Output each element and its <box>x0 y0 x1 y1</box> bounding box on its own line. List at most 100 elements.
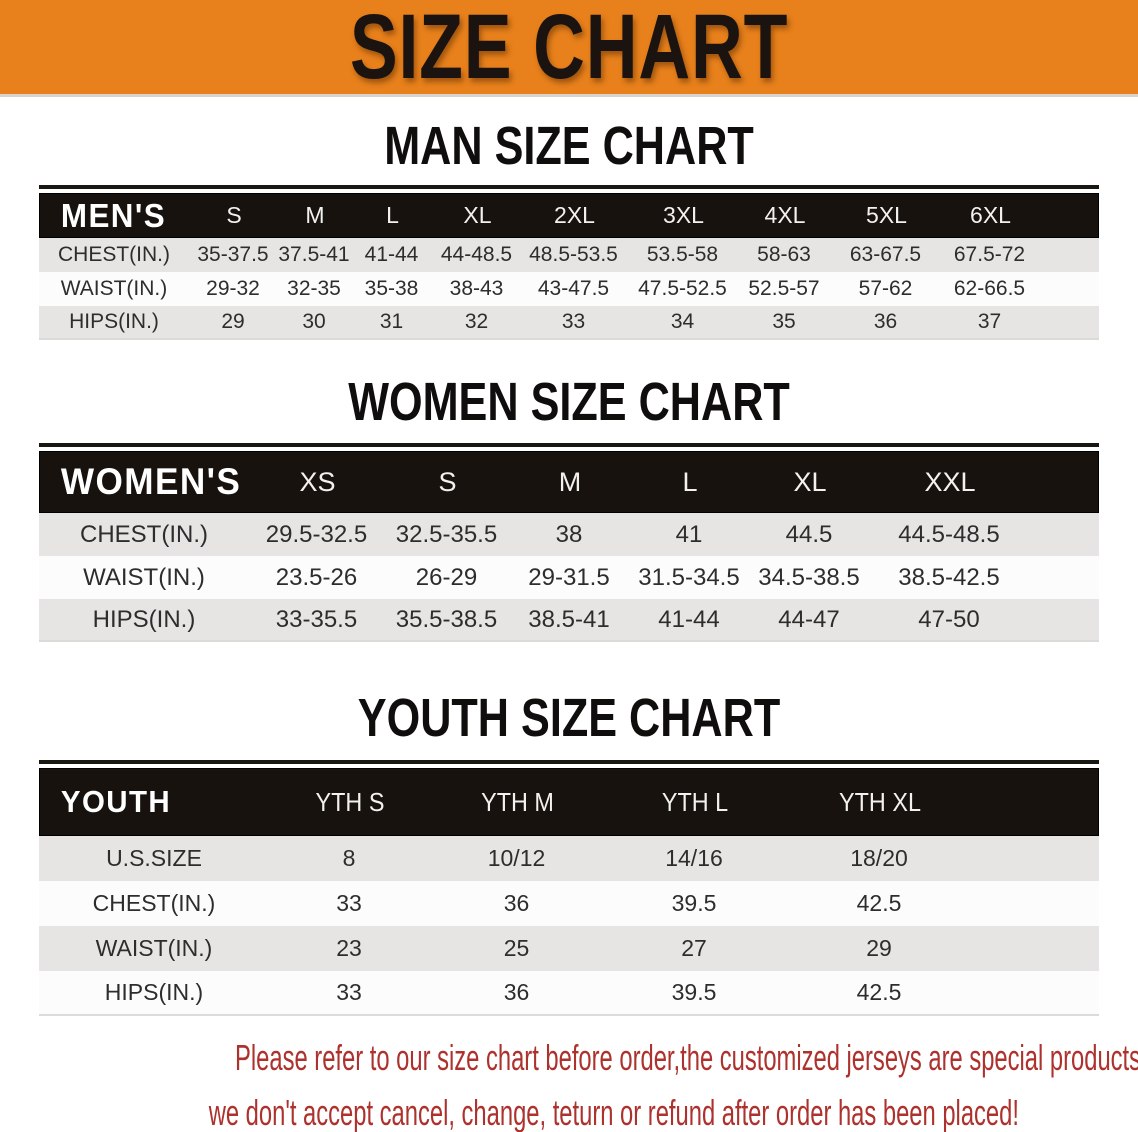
column-header: XS <box>299 466 336 497</box>
size-value: 29-31.5 <box>528 563 610 591</box>
row-label: WAIST(IN.) <box>60 277 168 300</box>
footer-line-1-wrap: Please refer to our size chart before or… <box>0 1034 1138 1089</box>
table-header-label: YOUTH <box>60 784 172 819</box>
size-value: 14/16 <box>665 845 723 871</box>
column-header: 6XL <box>970 202 1011 228</box>
row-label: CHEST(IN.) <box>92 890 216 916</box>
size-value: 39.5 <box>671 890 717 916</box>
table-header-row: YOUTH YTH S YTH M YTH L YTH XL <box>39 768 1099 836</box>
size-value: 32.5-35.5 <box>395 520 498 548</box>
column-header: L <box>386 202 399 228</box>
row-label: CHEST(IN.) <box>58 243 170 266</box>
column-header: M <box>305 202 325 228</box>
row-label: U.S.SIZE <box>106 845 202 871</box>
size-value: 8 <box>342 845 356 871</box>
table-row: CHEST(IN.) 35-37.5 37.5-41 41-44 44-48.5 48.5… <box>39 238 1099 272</box>
size-value: 29 <box>866 935 892 961</box>
section-men: MAN SIZE CHART MEN'S S M L XL 2XL 3XL 4XL 5XL 6XL… <box>0 116 1138 340</box>
size-value: 44-48.5 <box>440 243 513 266</box>
size-value: 29 <box>221 310 245 333</box>
size-value: 44.5-48.5 <box>898 520 1000 548</box>
column-header: S <box>226 202 242 228</box>
table-row: CHEST(IN.) 29.5-32.5 32.5-35.5 38 41 44.5 44.5… <box>39 513 1099 556</box>
footer-note: Please refer to our size chart before or… <box>0 1034 1138 1132</box>
size-value: 41 <box>675 520 703 548</box>
size-value: 38-43 <box>449 277 504 300</box>
table-row: HIPS(IN.) 33-35.5 35.5-38.5 38.5-41 41-44 44-… <box>39 599 1099 642</box>
table-header-label: MEN'S <box>60 196 167 234</box>
size-value: 23.5-26 <box>275 563 358 591</box>
size-value: 32 <box>464 310 489 333</box>
size-value: 44-47 <box>778 605 840 633</box>
size-value: 30 <box>302 310 326 333</box>
size-value: 47.5-52.5 <box>638 277 727 300</box>
size-value: 58-63 <box>757 243 811 266</box>
size-value: 43-47.5 <box>537 277 610 300</box>
size-value: 34.5-38.5 <box>758 563 860 591</box>
size-value: 26-29 <box>415 563 478 591</box>
size-value: 35-37.5 <box>197 243 269 266</box>
column-header: YTH M <box>481 786 554 817</box>
women-size-table: WOMEN'S XS S M L XL XXL CHEST(IN.) 29.5-32.5 32.5… <box>39 451 1099 642</box>
women-table-wrap: WOMEN'S XS S M L XL XXL CHEST(IN.) 29.5-32.5 32.5… <box>39 443 1099 642</box>
size-value: 35.5-38.5 <box>395 605 498 633</box>
size-value: 10/12 <box>487 845 546 871</box>
column-header: XL <box>463 202 492 228</box>
youth-table-wrap: YOUTH YTH S YTH M YTH L YTH XL U.S.SIZE 8 10/12… <box>39 760 1099 1016</box>
column-header: M <box>558 466 582 497</box>
size-value: 36 <box>873 310 898 333</box>
women-section-heading-text: WOMEN SIZE CHART <box>348 372 790 432</box>
size-value: 36 <box>503 890 530 916</box>
size-value: 33 <box>336 890 362 916</box>
size-value: 33 <box>336 979 362 1005</box>
table-row: WAIST(IN.) 29-32 32-35 35-38 38-43 43-47.5 47.… <box>39 272 1099 306</box>
footer-line-2-wrap: we don't accept cancel, change, teturn o… <box>0 1089 1138 1132</box>
size-value: 41-44 <box>658 605 720 633</box>
column-header: 5XL <box>866 202 907 228</box>
table-row: WAIST(IN.) 23 25 27 29 <box>39 926 1099 971</box>
table-row: CHEST(IN.) 33 36 39.5 42.5 <box>39 881 1099 926</box>
youth-size-table: YOUTH YTH S YTH M YTH L YTH XL U.S.SIZE 8 10/12… <box>39 768 1099 1016</box>
row-label: CHEST(IN.) <box>80 520 208 548</box>
column-header: YTH S <box>315 786 385 817</box>
column-header: 4XL <box>764 202 806 228</box>
row-label: WAIST(IN.) <box>95 935 213 961</box>
size-value: 31 <box>379 310 404 333</box>
size-value: 31.5-34.5 <box>638 563 740 591</box>
size-value: 23 <box>336 935 362 961</box>
size-value: 67.5-72 <box>953 243 1026 266</box>
column-header: S <box>438 466 457 497</box>
youth-section-heading-text: YOUTH SIZE CHART <box>357 688 781 748</box>
size-value: 38 <box>555 520 583 548</box>
banner: SIZE CHART <box>0 0 1138 98</box>
men-section-heading: MAN SIZE CHART <box>0 116 1138 176</box>
size-value: 48.5-53.5 <box>529 243 618 266</box>
row-label: HIPS(IN.) <box>92 605 196 633</box>
youth-section-heading: YOUTH SIZE CHART <box>0 688 1138 748</box>
table-header-label: WOMEN'S <box>60 461 242 502</box>
column-header: XXL <box>924 466 976 497</box>
table-row: WAIST(IN.) 23.5-26 26-29 29-31.5 31.5-34.5 34… <box>39 556 1099 599</box>
row-label: HIPS(IN.) <box>69 310 159 333</box>
size-value: 52.5-57 <box>748 277 820 300</box>
men-table-wrap: MEN'S S M L XL 2XL 3XL 4XL 5XL 6XL CHEST(IN.) 35-37… <box>39 185 1099 340</box>
size-value: 27 <box>681 935 707 961</box>
table-header-row: WOMEN'S XS S M L XL XXL <box>39 451 1099 513</box>
size-value: 37 <box>977 310 1002 333</box>
table-row: U.S.SIZE 8 10/12 14/16 18/20 <box>39 836 1099 881</box>
size-value: 33 <box>561 310 586 333</box>
size-value: 35 <box>772 310 796 333</box>
table-row: HIPS(IN.) 33 36 39.5 42.5 <box>39 971 1099 1016</box>
youth-table-top-rule <box>39 760 1099 764</box>
size-value: 38.5-41 <box>528 605 610 633</box>
column-header: YTH XL <box>839 786 921 817</box>
size-value: 33-35.5 <box>275 605 358 633</box>
men-section-heading-text: MAN SIZE CHART <box>384 116 754 176</box>
column-header: YTH L <box>661 786 729 817</box>
column-header: 2XL <box>554 202 595 228</box>
section-youth: YOUTH SIZE CHART YOUTH YTH S YTH M YTH L YTH… <box>0 688 1138 1016</box>
page-title: SIZE CHART <box>349 0 789 98</box>
footer-line-1: Please refer to our size chart before or… <box>235 1037 1138 1078</box>
women-table-top-rule <box>39 443 1099 447</box>
size-value: 44.5 <box>785 520 833 548</box>
